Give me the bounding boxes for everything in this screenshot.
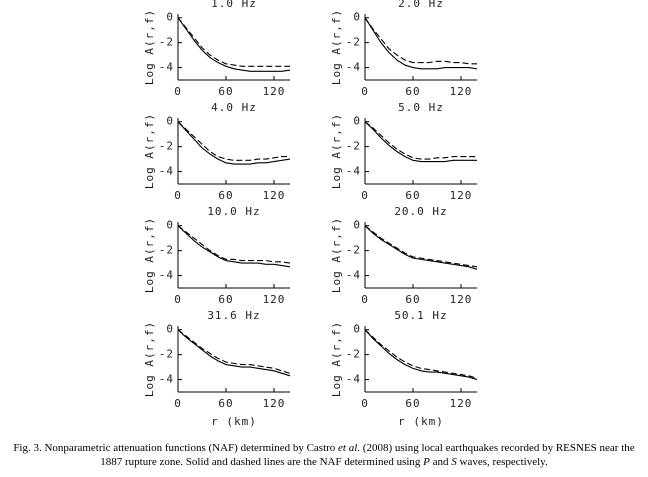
x-axis-label: r (km) [211, 415, 257, 428]
x-tick-label: 60 [218, 293, 233, 306]
series-line [177, 329, 291, 377]
series-line [364, 225, 478, 270]
y-tick-label: -4 [159, 61, 174, 74]
y-tick-label: 0 [353, 323, 361, 336]
panel-title: 4.0 Hz [211, 101, 257, 114]
y-tick-label: -2 [159, 348, 174, 361]
x-tick-label: 0 [361, 85, 369, 98]
x-tick-label: 120 [450, 397, 473, 410]
x-tick-label: 120 [450, 189, 473, 202]
y-tick-label: -2 [159, 244, 174, 257]
panel-title: 10.0 Hz [207, 205, 260, 218]
panel-title: 50.1 Hz [394, 309, 447, 322]
series-line [177, 17, 290, 67]
y-axis-label: Log A(r,f) [143, 9, 156, 85]
x-tick-label: 60 [405, 397, 420, 410]
y-axis-label: Log A(r,f) [330, 113, 343, 189]
y-tick-label: -4 [346, 373, 361, 386]
x-tick-label: 60 [218, 397, 233, 410]
series-line [364, 17, 477, 65]
y-tick-label: -4 [346, 269, 361, 282]
caption-text: P [423, 456, 430, 468]
x-tick-label: 120 [263, 85, 286, 98]
x-tick-label: 120 [263, 189, 286, 202]
caption-text: Fig. 3. Nonparametric attenuation functi… [13, 442, 339, 454]
series-line [364, 121, 477, 163]
panel-title: 20.0 Hz [394, 205, 447, 218]
y-axis-label: Log A(r,f) [330, 321, 343, 397]
caption-text: et al. [338, 442, 361, 454]
y-tick-label: -2 [346, 244, 361, 257]
y-tick-label: 0 [166, 115, 174, 128]
caption-text: and [429, 456, 452, 468]
y-tick-label: 0 [353, 11, 361, 24]
x-tick-label: 0 [174, 189, 182, 202]
series-line [364, 329, 478, 379]
x-tick-label: 60 [218, 189, 233, 202]
y-tick-label: -4 [159, 165, 174, 178]
y-tick-label: -4 [346, 61, 361, 74]
y-axis-label: Log A(r,f) [143, 217, 156, 293]
y-tick-label: -4 [159, 373, 174, 386]
y-axis-label: Log A(r,f) [143, 113, 156, 189]
series-line [177, 17, 291, 72]
series-line [364, 225, 478, 268]
y-tick-label: -2 [159, 36, 174, 49]
y-axis-label: Log A(r,f) [330, 9, 343, 85]
caption-text: waves, respectively. [456, 456, 548, 468]
series-line [177, 121, 290, 161]
x-tick-label: 120 [450, 293, 473, 306]
series-line [364, 121, 477, 160]
x-tick-label: 0 [361, 397, 369, 410]
caption-text: S [451, 456, 457, 468]
x-tick-label: 0 [174, 397, 182, 410]
y-tick-label: -2 [346, 140, 361, 153]
y-axis-label: Log A(r,f) [330, 217, 343, 293]
panel-title: 2.0 Hz [398, 0, 444, 10]
y-tick-label: 0 [353, 115, 361, 128]
series-line [177, 329, 291, 374]
x-axis-label: r (km) [398, 415, 444, 428]
y-tick-label: 0 [166, 323, 174, 336]
y-axis-label: Log A(r,f) [143, 321, 156, 397]
x-tick-label: 60 [218, 85, 233, 98]
x-tick-label: 60 [405, 189, 420, 202]
y-tick-label: -2 [346, 36, 361, 49]
y-tick-label: 0 [166, 219, 174, 232]
y-tick-label: 0 [166, 11, 174, 24]
x-tick-label: 120 [263, 397, 286, 410]
caption: Fig. 3. Nonparametric attenuation functi… [4, 441, 644, 469]
series-line [177, 225, 291, 268]
panel-title: 1.0 Hz [211, 0, 257, 10]
x-tick-label: 120 [450, 85, 473, 98]
panel-title: 31.6 Hz [207, 309, 260, 322]
x-tick-label: 0 [174, 293, 182, 306]
x-tick-label: 120 [263, 293, 286, 306]
series-line [364, 329, 478, 381]
caption-text: (2008) using local earthquakes recorded … [100, 442, 635, 468]
series-line [177, 225, 291, 264]
y-tick-label: -4 [159, 269, 174, 282]
x-tick-label: 0 [361, 293, 369, 306]
panel-title: 5.0 Hz [398, 101, 444, 114]
series-line [364, 17, 478, 70]
series-line [177, 121, 291, 165]
y-tick-label: -2 [159, 140, 174, 153]
y-tick-label: 0 [353, 219, 361, 232]
x-tick-label: 0 [361, 189, 369, 202]
x-tick-label: 60 [405, 293, 420, 306]
y-tick-label: -2 [346, 348, 361, 361]
x-tick-label: 60 [405, 85, 420, 98]
x-tick-label: 0 [174, 85, 182, 98]
y-tick-label: -4 [346, 165, 361, 178]
